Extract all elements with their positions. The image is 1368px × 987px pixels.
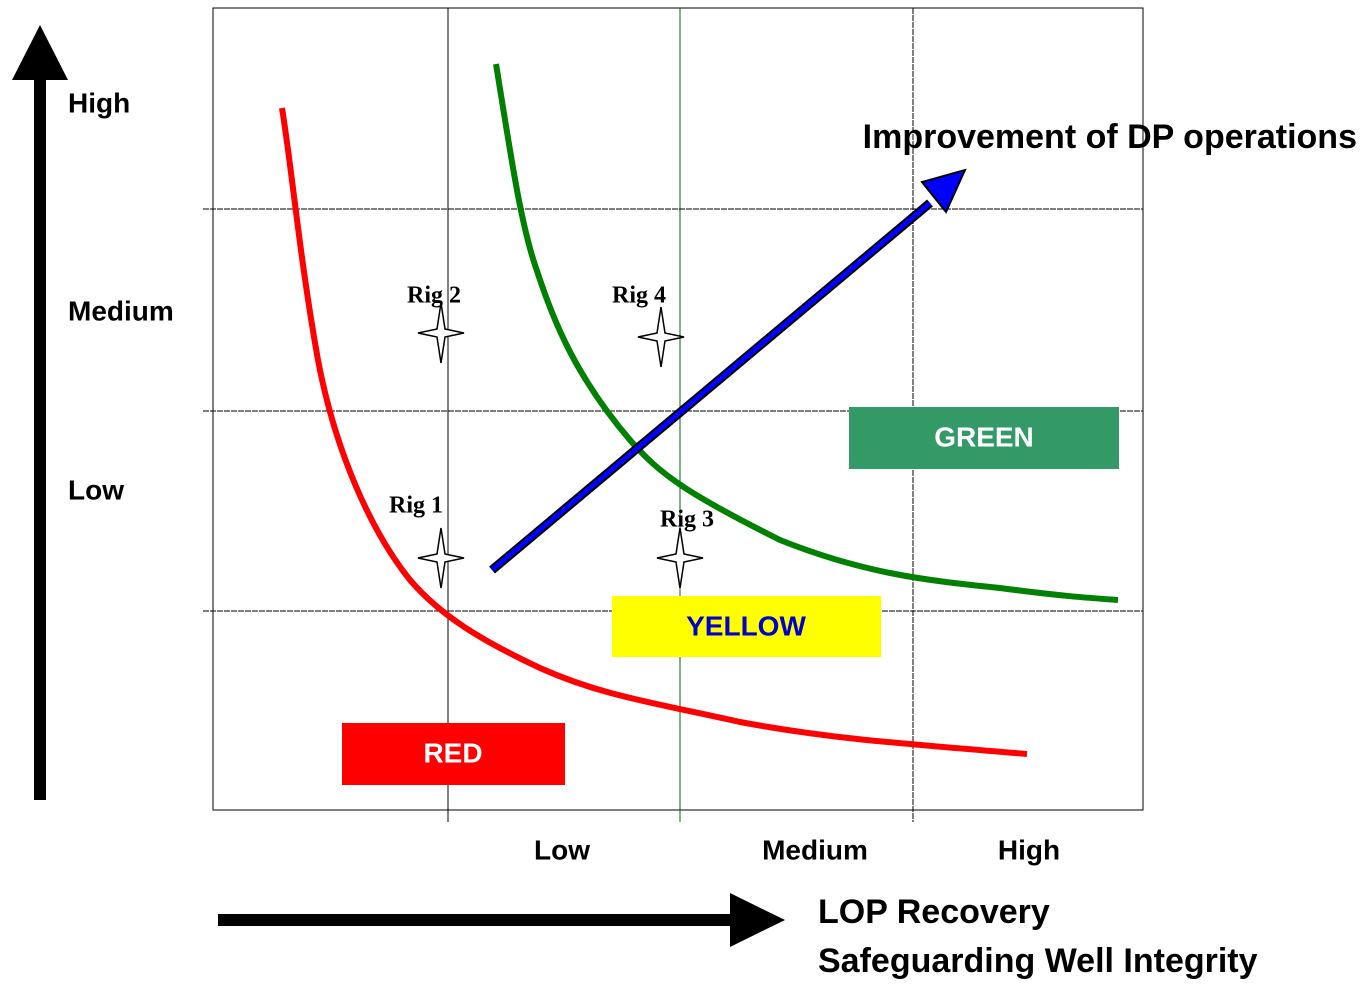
yellow-zone [612,596,881,657]
rig-markers [417,302,704,589]
improvement-arrowhead [920,168,967,214]
green-zone [849,407,1119,469]
x-label: High [998,834,1060,865]
y-label: High [68,87,130,118]
zone-label: GREEN [934,421,1034,452]
x-title: Safeguarding Well Integrity [818,942,1258,980]
rig-marker [656,527,704,589]
zone-label: RED [423,737,482,768]
rig-marker [417,302,465,364]
x-label: Low [534,834,590,865]
rig-label: Rig 4 [612,283,666,309]
rig-label: Rig 3 [660,507,714,533]
rig-marker [637,306,685,368]
red-curve [279,107,1028,757]
improvement-arrow [490,201,932,572]
red-zone [342,723,565,785]
x-title: LOP Recovery [818,893,1050,931]
y-label: Medium [68,295,174,326]
y-axis-arrowhead [12,25,68,80]
zone-label: YELLOW [686,610,806,641]
rig-marker [417,527,465,589]
arrow-label: Improvement of DP operations [863,118,1357,156]
rig-label: Rig 2 [407,283,461,309]
plot-frame [212,7,1144,811]
rig-label: Rig 1 [389,493,443,519]
green-curve [493,63,1119,603]
x-label: Medium [762,834,868,865]
y-label: Low [68,474,124,505]
x-axis-arrowhead [730,893,785,947]
